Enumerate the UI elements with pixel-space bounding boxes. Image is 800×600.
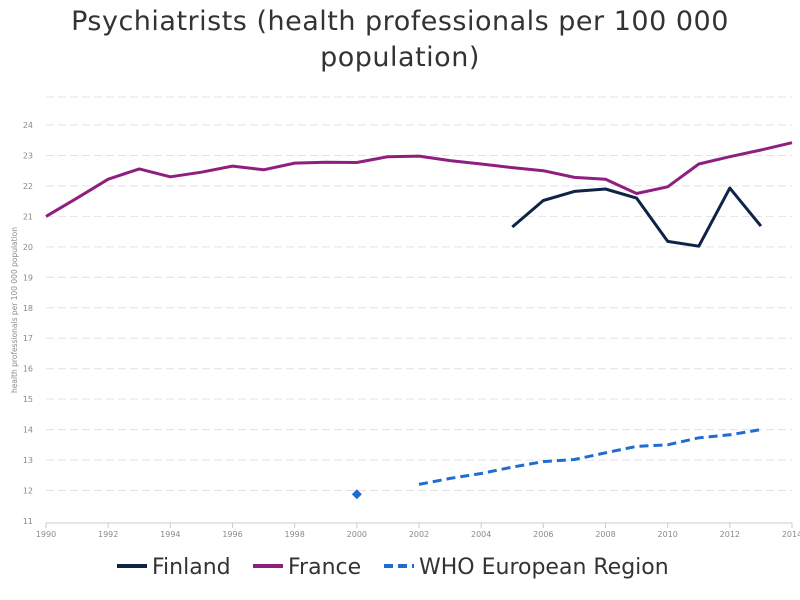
y-axis-label: health professionals per 100 000 populat… <box>10 227 19 393</box>
x-tick-label: 2008 <box>595 530 615 539</box>
legend[interactable]: Finland France WHO European Region <box>117 555 669 580</box>
series-france <box>45 141 793 218</box>
legend-label: WHO European Region <box>419 555 669 580</box>
x-tick-label: 1992 <box>98 530 118 539</box>
y-tick-label: 24 <box>23 121 33 130</box>
x-tick-label: 1996 <box>222 530 242 539</box>
legend-item-finland[interactable]: Finland <box>117 555 231 580</box>
grid-lines <box>46 96 792 492</box>
x-tick-label: 1990 <box>36 530 56 539</box>
data-point-marker <box>351 489 362 500</box>
y-tick-label: 12 <box>23 487 33 496</box>
x-tick-label: 2002 <box>409 530 429 539</box>
y-tick-label: 15 <box>23 395 33 404</box>
series-layer <box>45 141 793 500</box>
y-tick-label: 21 <box>23 212 33 221</box>
x-tick-label: 2012 <box>720 530 740 539</box>
y-tick-label: 19 <box>23 273 33 282</box>
x-tick-label: 1994 <box>160 530 180 539</box>
x-tick-label: 2014 <box>782 530 800 539</box>
chart-title-line-2: population) <box>320 42 480 73</box>
y-tick-label: 18 <box>23 304 33 313</box>
x-axis-ticks: 1990 1992 1994 1996 1998 2000 2002 2004 2006 2008… <box>36 523 800 539</box>
x-tick-label: 2006 <box>533 530 553 539</box>
legend-item-france[interactable]: France <box>253 555 361 580</box>
x-tick-label: 2010 <box>657 530 677 539</box>
y-tick-label: 13 <box>23 456 33 465</box>
legend-item-who-european-region[interactable]: WHO European Region <box>384 555 669 580</box>
series-who-european-region <box>351 428 762 500</box>
chart-title-line-1: Psychiatrists (health professionals per … <box>71 6 729 37</box>
series-finland <box>511 186 763 248</box>
y-tick-label: 16 <box>23 365 33 374</box>
y-tick-label: 14 <box>23 426 33 435</box>
y-tick-label: 11 <box>23 517 33 526</box>
chart-title: Psychiatrists (health professionals per … <box>0 4 800 76</box>
y-tick-label: 22 <box>23 182 33 191</box>
series-line <box>511 186 763 248</box>
y-tick-label: 20 <box>23 243 33 252</box>
series-line <box>418 428 762 486</box>
x-tick-label: 2000 <box>347 530 367 539</box>
legend-label: Finland <box>152 555 231 580</box>
x-tick-label: 1998 <box>284 530 304 539</box>
y-tick-label: 23 <box>23 151 33 160</box>
series-line <box>45 141 793 218</box>
y-tick-label: 17 <box>23 334 33 343</box>
y-axis-ticks: 11 12 13 14 15 16 17 18 19 20 21 22 23 24 <box>23 121 33 526</box>
x-tick-label: 2004 <box>471 530 491 539</box>
legend-label: France <box>288 555 361 580</box>
